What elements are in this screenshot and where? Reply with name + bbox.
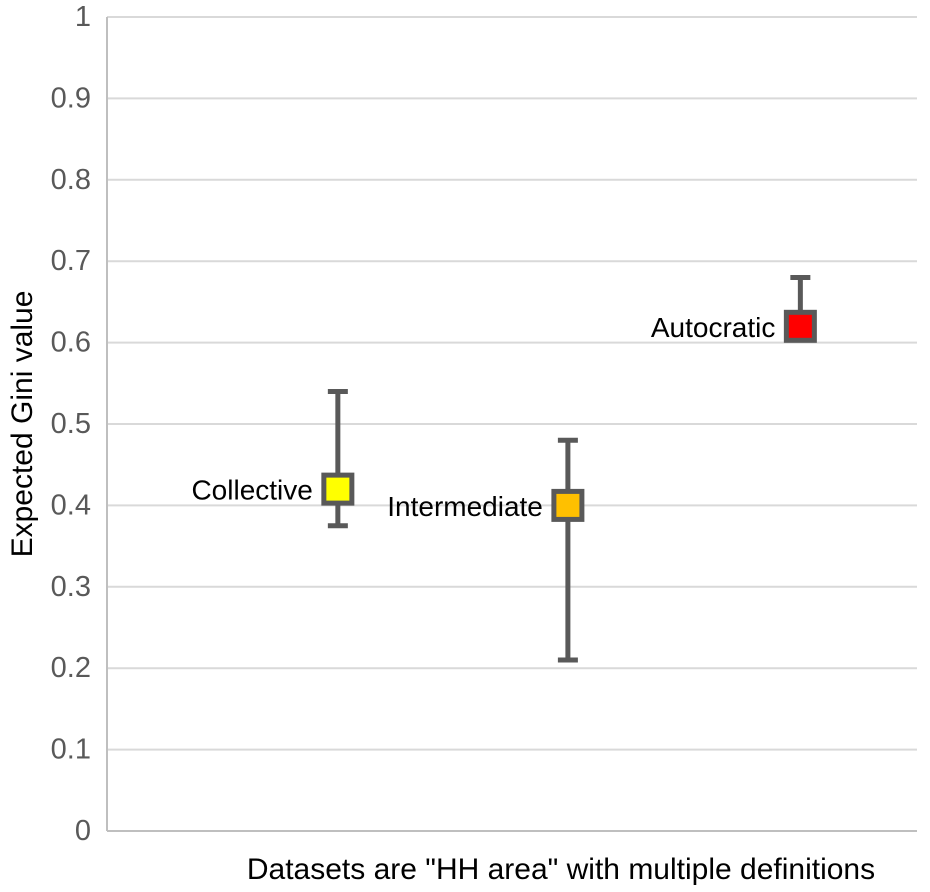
- gridlines: [107, 16, 917, 751]
- marker-collective: [321, 472, 355, 506]
- point-label-collective: Collective: [191, 475, 312, 506]
- point-label-intermediate: Intermediate: [387, 491, 543, 522]
- point-label-autocratic: Autocratic: [651, 312, 776, 343]
- y-tick-label: 0.7: [51, 245, 91, 277]
- y-tick-label: 0.8: [51, 164, 91, 196]
- y-tick-labels: 0 0.1 0.2 0.3 0.4 0.5 0.6 0.7 0.8 0.9 1: [51, 1, 91, 847]
- data-point-autocratic: Autocratic: [651, 274, 817, 343]
- y-tick-label: 1: [75, 1, 91, 33]
- y-tick-label: 0.6: [51, 327, 91, 359]
- data-point-collective: Collective: [191, 388, 355, 529]
- marker-autocratic: [783, 309, 817, 343]
- y-tick-label: 0.1: [51, 734, 91, 766]
- y-tick-label: 0.2: [51, 652, 91, 684]
- y-tick-label: 0.5: [51, 408, 91, 440]
- y-tick-label: 0.3: [51, 571, 91, 603]
- y-tick-label: 0.9: [51, 82, 91, 114]
- marker-intermediate: [551, 488, 585, 522]
- y-tick-label: 0.4: [51, 489, 91, 521]
- y-tick-label: 0: [75, 815, 91, 847]
- data-point-intermediate: Intermediate: [387, 437, 585, 663]
- y-axis-title: Expected Gini value: [6, 291, 39, 558]
- axes: [106, 17, 917, 832]
- x-axis-title: Datasets are "HH area" with multiple def…: [247, 853, 875, 886]
- data-series: Collective Intermediate Autocratic: [191, 274, 817, 663]
